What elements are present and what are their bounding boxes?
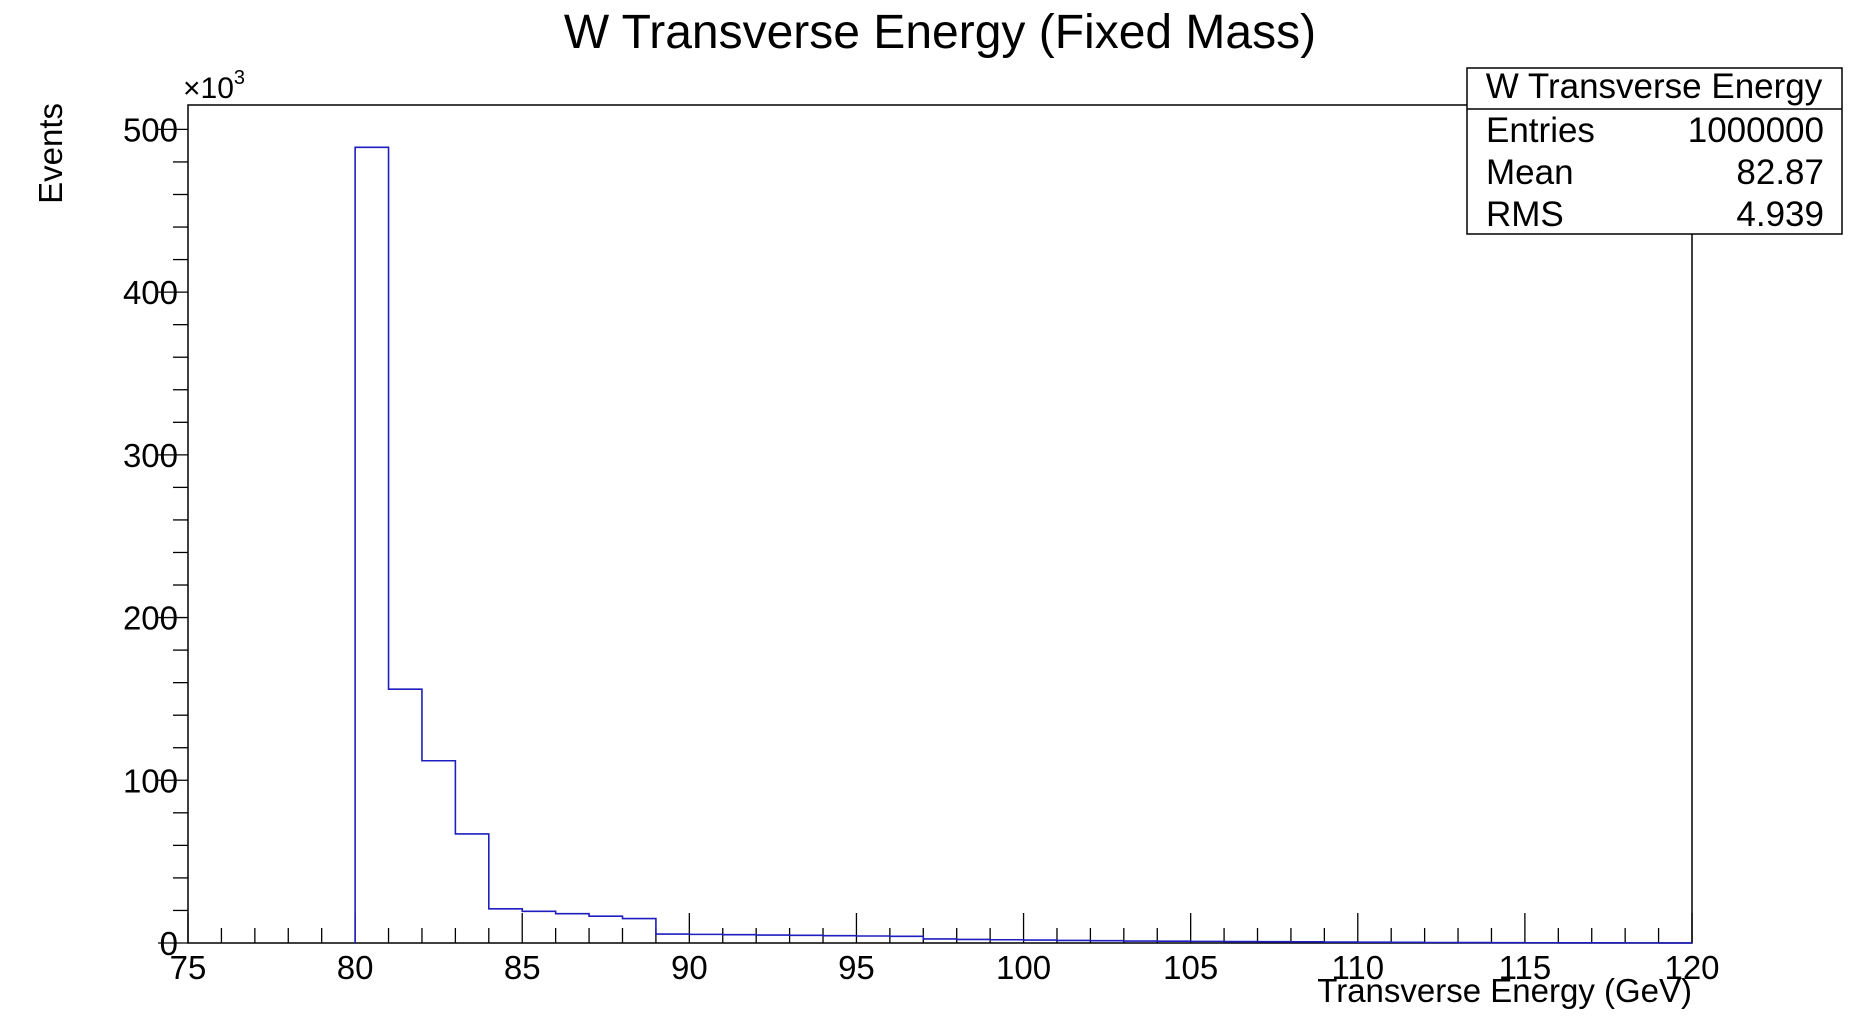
y-tick-label: 0 — [160, 925, 178, 962]
histogram-bin — [389, 689, 422, 943]
y-tick-label: 300 — [123, 437, 178, 474]
histogram-bin — [656, 934, 689, 943]
y-tick-label: 200 — [123, 600, 178, 637]
y-axis-title: Events — [32, 103, 69, 204]
stats-rms-value: 4.939 — [1736, 195, 1824, 234]
y-exponent-label: ×103 — [183, 67, 245, 105]
histogram-bin — [556, 914, 589, 943]
stats-box-frame — [1466, 67, 1843, 235]
y-tick-label: 100 — [123, 762, 178, 799]
histogram-bin — [856, 936, 889, 943]
x-axis-title: Transverse Energy (GeV) — [1317, 972, 1692, 1009]
y-tick-label: 400 — [123, 274, 178, 311]
y-axis-ticks: 0 100 200 300 400 500 — [123, 111, 188, 962]
histogram-bin — [589, 916, 622, 943]
stats-mean-label: Mean — [1486, 153, 1574, 192]
histogram-bin — [689, 934, 722, 943]
histogram-bin — [823, 936, 856, 943]
x-tick-label: 85 — [504, 949, 541, 986]
x-tick-label: 90 — [671, 949, 708, 986]
x-tick-label: 110 — [1331, 949, 1384, 986]
x-tick-label: 95 — [838, 949, 875, 986]
histogram-bin — [756, 935, 789, 943]
stats-entries-label: Entries — [1486, 111, 1595, 150]
x-tick-label: 75 — [170, 949, 207, 986]
histogram-bin — [489, 909, 522, 943]
x-axis-ticks: 75 80 85 90 95 100 105 110 115 120 — [170, 913, 1720, 986]
histogram-bin — [422, 761, 455, 943]
x-tick-label: 100 — [996, 949, 1051, 986]
chart-title: W Transverse Energy (Fixed Mass) — [564, 6, 1316, 59]
stats-box-title: W Transverse Energy — [1486, 67, 1823, 106]
histogram-bins — [355, 147, 1692, 943]
histogram-bin — [522, 911, 555, 943]
y-exponent-power: 3 — [234, 67, 245, 89]
x-tick-label: 120 — [1664, 949, 1719, 986]
histogram-bin — [355, 147, 388, 943]
stats-entries-value: 1000000 — [1688, 111, 1824, 150]
histogram-bin — [455, 834, 488, 943]
histogram-bin — [890, 936, 923, 943]
histogram-bin — [622, 919, 655, 943]
y-tick-label: 500 — [123, 111, 178, 148]
plot-frame — [187, 104, 1693, 944]
x-tick-label: 105 — [1163, 949, 1218, 986]
histogram-outline — [354, 146, 1693, 944]
stats-rms-label: RMS — [1486, 195, 1564, 234]
stats-mean-value: 82.87 — [1736, 153, 1824, 192]
y-exponent-base: ×10 — [183, 72, 234, 105]
x-tick-label: 115 — [1499, 949, 1552, 986]
stats-box: W Transverse Energy Entries 1000000 Mean… — [1466, 67, 1843, 235]
x-tick-label: 80 — [337, 949, 374, 986]
histogram-bin — [723, 935, 756, 943]
histogram-bin — [790, 935, 823, 943]
